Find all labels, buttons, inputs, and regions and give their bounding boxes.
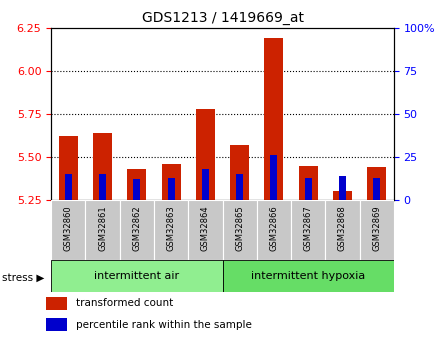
Text: intermittent hypoxia: intermittent hypoxia: [251, 271, 365, 281]
Bar: [85, 200, 120, 260]
Bar: [257, 200, 291, 260]
Bar: [222, 260, 394, 292]
Bar: [46, 297, 67, 310]
Bar: [271, 155, 277, 200]
Bar: [65, 174, 72, 200]
Text: GSM32861: GSM32861: [98, 205, 107, 250]
Bar: [59, 136, 78, 200]
Bar: [196, 109, 215, 200]
Bar: [99, 174, 106, 200]
Bar: [305, 178, 312, 200]
Bar: [93, 133, 112, 200]
Bar: [188, 200, 222, 260]
Bar: [236, 174, 243, 200]
Bar: [299, 166, 318, 200]
Bar: [222, 200, 257, 260]
Text: GSM32866: GSM32866: [269, 205, 279, 251]
Bar: [134, 179, 140, 200]
Bar: [154, 200, 188, 260]
Bar: [51, 200, 85, 260]
Text: GSM32860: GSM32860: [64, 205, 73, 250]
Bar: [120, 200, 154, 260]
Bar: [46, 318, 67, 332]
Text: stress ▶: stress ▶: [2, 273, 44, 283]
Bar: [51, 260, 223, 292]
Bar: [168, 178, 174, 200]
Bar: [333, 191, 352, 200]
Text: GSM32868: GSM32868: [338, 205, 347, 251]
Bar: [264, 38, 283, 200]
Text: GSM32863: GSM32863: [166, 205, 176, 251]
Text: intermittent air: intermittent air: [94, 271, 179, 281]
Text: GSM32862: GSM32862: [132, 205, 142, 250]
Bar: [367, 167, 386, 200]
Text: percentile rank within the sample: percentile rank within the sample: [76, 320, 251, 330]
Bar: [325, 200, 360, 260]
Text: transformed count: transformed count: [76, 298, 173, 308]
Text: GSM32867: GSM32867: [303, 205, 313, 251]
Bar: [360, 200, 394, 260]
Bar: [230, 145, 249, 200]
Text: GSM32864: GSM32864: [201, 205, 210, 250]
Title: GDS1213 / 1419669_at: GDS1213 / 1419669_at: [142, 11, 303, 25]
Bar: [202, 169, 209, 200]
Bar: [373, 178, 380, 200]
Bar: [291, 200, 325, 260]
Text: GSM32865: GSM32865: [235, 205, 244, 250]
Text: GSM32869: GSM32869: [372, 205, 381, 250]
Bar: [127, 169, 146, 200]
Bar: [339, 176, 346, 200]
Bar: [162, 164, 181, 200]
